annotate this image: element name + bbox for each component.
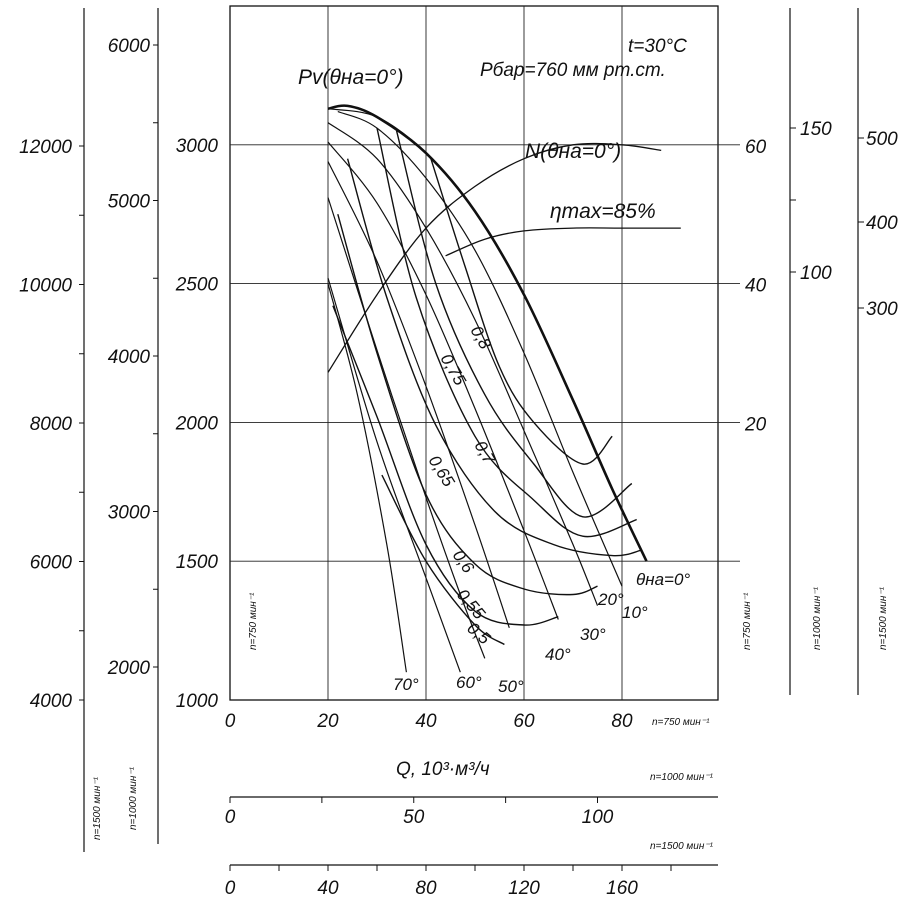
efficiency-max-curve [445,227,681,257]
n750-rpm-label: n=750 мин⁻¹ [742,592,753,650]
n750-tick-label-0: 20 [744,414,767,435]
p1500-tick-label-2: 8000 [30,414,73,435]
p1500-tick-label-0: 4000 [30,691,73,712]
x1500-tick-label-4: 160 [606,878,638,899]
x1000-rpm-label: n=1000 мин⁻¹ [650,772,714,783]
x1500-tick-label-2: 80 [415,878,437,899]
condition-temperature: t=30°C [628,36,687,57]
guide-vane-curve-3 [327,141,559,620]
x750-tick-label-1: 20 [316,711,339,732]
x750-tick-label-4: 80 [611,711,633,732]
efficiency-curve-5 [332,305,559,626]
pv-envelope-label: Pv(θна=0°) [298,66,403,89]
p1500-rpm-label: n=1500 мин⁻¹ [92,776,103,840]
p750-tick-label-3: 2500 [175,275,219,296]
guide-vane-label-0: θна=0° [636,570,690,589]
n1500-tick-label-0: 300 [866,299,898,320]
x1500-rpm-label: n=1500 мин⁻¹ [650,841,714,852]
n750-tick-label-1: 40 [745,276,767,297]
axes-layer: 0 20 40 60 80 n=750 мин⁻¹ 0 50 100 n=1000 мин⁻¹ 0 4… [19,8,898,899]
efficiency-curve-2 [376,127,637,538]
efficiency-curve-6 [381,474,505,646]
guide-vane-label-3: 30° [580,625,606,644]
power-curve-label: N(θна=0°) [525,140,621,163]
x1500-tick-label-1: 40 [317,878,339,899]
curves-layer: θна=0°10°20°30°40°50°60°70°0,80,750,70,6… [327,104,690,696]
efficiency-curve-3 [346,158,642,557]
p1500-tick-label-4: 12000 [19,137,72,158]
guide-vane-curve-4 [327,161,510,628]
x1500-tick-label-0: 0 [225,878,236,899]
x1000-tick-label-2: 100 [582,807,614,828]
n1500-tick-label-1: 400 [866,213,898,234]
plot-frame [229,5,719,701]
n1500-tick-label-2: 500 [866,129,898,150]
p1000-tick-label-1: 3000 [108,503,151,524]
x1000-tick-label-0: 0 [225,807,236,828]
p750-tick-label-2: 2000 [175,413,219,434]
efficiency-curve-4 [337,214,598,596]
efficiency-curve-0 [430,158,613,465]
guide-vane-curve-1 [337,110,623,587]
p750-tick-label-0: 1000 [176,691,219,712]
efficiency-label-0: 0,8 [467,323,496,353]
p1500-tick-label-3: 10000 [19,276,72,297]
x750-tick-label-0: 0 [225,711,236,732]
guide-vane-curve-2 [327,122,599,606]
x-axis-title: Q, 10³·м³/ч [396,759,490,780]
guide-vane-label-1: 10° [622,603,648,622]
guide-vane-label-2: 20° [597,590,624,609]
guide-vane-label-4: 40° [545,645,571,664]
p1000-tick-label-2: 4000 [108,347,151,368]
guide-vane-curve-0 [327,108,648,562]
guide-vane-label-5: 50° [498,677,524,696]
n1000-tick-label-1: 150 [800,119,832,140]
x1000-tick-label-1: 50 [403,807,425,828]
n1000-tick-label-0: 100 [800,263,832,284]
x750-rpm-label: n=750 мин⁻¹ [652,717,710,728]
guide-vane-label-7: 70° [393,675,419,694]
n1500-rpm-label: n=1500 мин⁻¹ [878,586,889,650]
p1000-rpm-label: n=1000 мин⁻¹ [128,766,139,830]
x750-tick-label-2: 40 [415,711,437,732]
efficiency-max-label: ηmax=85% [550,200,656,223]
efficiency-label-4: 0,6 [449,546,478,577]
p1000-tick-label-4: 6000 [108,36,151,57]
p1000-tick-label-3: 5000 [108,192,151,213]
n750-tick-label-2: 60 [745,137,767,158]
power-curve [327,142,662,373]
p750-tick-label-4: 3000 [176,136,219,157]
p750-tick-label-1: 1500 [176,552,219,573]
p1000-tick-label-0: 2000 [107,658,151,679]
guide-vane-label-6: 60° [456,673,482,692]
condition-pressure: Pбар=760 мм рт.ст. [480,60,666,81]
p1500-tick-label-1: 6000 [30,553,73,574]
x1500-tick-label-3: 120 [508,878,540,899]
x750-tick-label-3: 60 [513,711,535,732]
guide-vane-curve-7 [327,283,407,673]
grid-lines [230,6,740,700]
plot-border [229,5,719,701]
efficiency-curve-1 [395,130,633,518]
p750-rpm-label: n=750 мин⁻¹ [248,592,259,650]
efficiency-label-6: 0,5 [463,619,494,649]
n1000-rpm-label: n=1000 мин⁻¹ [812,586,823,650]
